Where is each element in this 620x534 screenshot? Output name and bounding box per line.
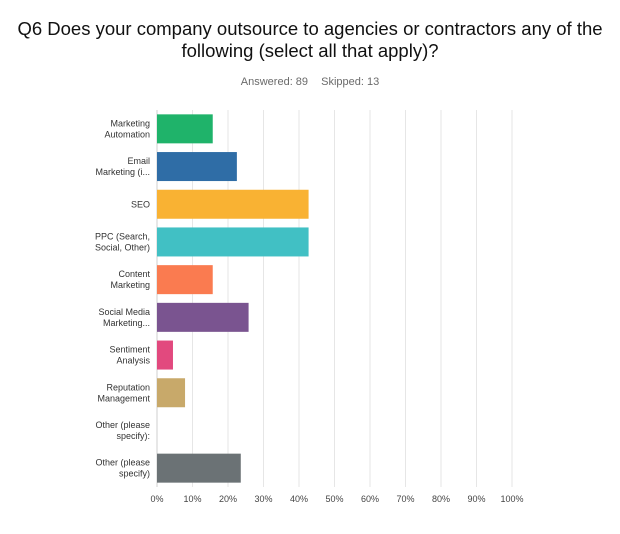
x-tick-label: 50% — [325, 494, 343, 504]
category-label: Email — [127, 156, 150, 166]
category-label: Content — [118, 269, 150, 279]
x-tick-label: 90% — [467, 494, 485, 504]
bar — [157, 453, 241, 483]
x-tick-label: 0% — [150, 494, 163, 504]
category-label: Analysis — [116, 356, 150, 366]
category-label: Social, Other) — [95, 242, 150, 252]
category-label: Other (please — [95, 458, 150, 468]
category-label: Reputation — [106, 382, 150, 392]
response-stats: Answered: 89 Skipped: 13 — [0, 76, 620, 88]
bar — [157, 114, 213, 144]
category-label: Automation — [104, 129, 150, 139]
x-tick-label: 40% — [290, 494, 308, 504]
category-label: Marketing (i... — [95, 167, 150, 177]
category-label: Management — [97, 393, 150, 403]
skipped-count: Skipped: 13 — [321, 76, 380, 88]
category-label: PPC (Search, — [95, 231, 150, 241]
x-tick-label: 70% — [396, 494, 414, 504]
bar — [157, 227, 309, 257]
bar — [157, 340, 173, 370]
category-label: SEO — [131, 199, 150, 209]
category-label: Other (please — [95, 420, 150, 430]
bar — [157, 265, 213, 295]
category-label: Marketing... — [103, 318, 150, 328]
x-tick-label: 100% — [500, 494, 523, 504]
x-tick-label: 20% — [219, 494, 237, 504]
category-label: specify) — [119, 469, 150, 479]
x-tick-label: 30% — [254, 494, 272, 504]
category-label: Marketing — [110, 280, 150, 290]
bar — [157, 378, 186, 408]
x-tick-label: 80% — [432, 494, 450, 504]
category-label: Marketing — [110, 118, 150, 128]
bar — [157, 302, 249, 332]
category-label: Social Media — [98, 307, 150, 317]
category-label: specify): — [116, 431, 150, 441]
bar — [157, 152, 237, 182]
category-label: Sentiment — [109, 345, 150, 355]
question-title: Q6 Does your company outsource to agenci… — [17, 18, 603, 61]
bar — [157, 189, 309, 219]
answered-count: Answered: 89 — [240, 76, 309, 88]
x-tick-label: 10% — [183, 494, 201, 504]
x-tick-label: 60% — [361, 494, 379, 504]
